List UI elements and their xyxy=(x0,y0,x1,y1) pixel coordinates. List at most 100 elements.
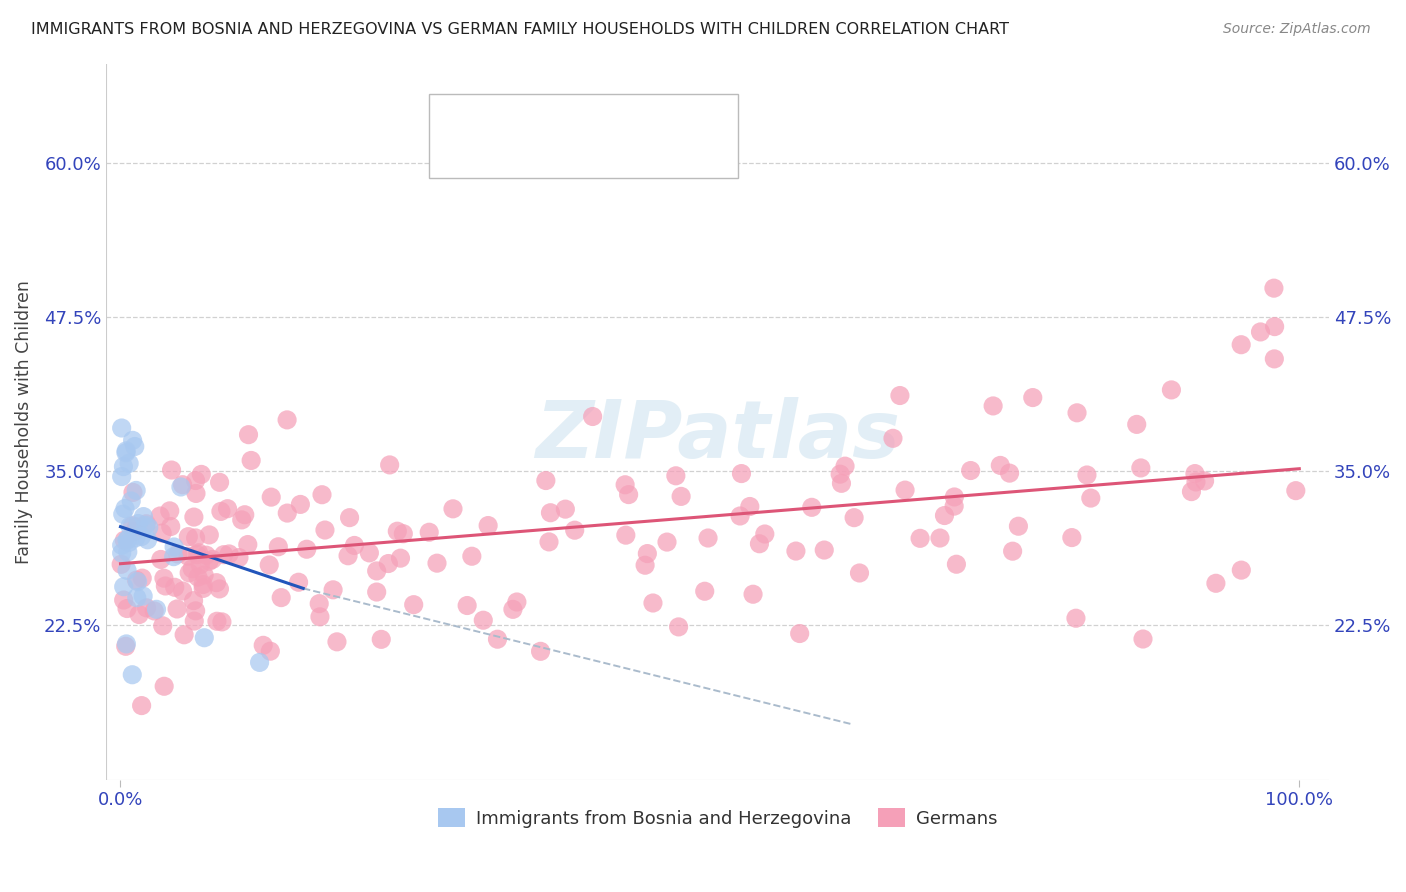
Point xyxy=(163,540,186,554)
Point xyxy=(184,486,207,500)
Point xyxy=(295,542,318,557)
Point xyxy=(188,558,211,572)
Point xyxy=(112,533,135,548)
Point xyxy=(908,532,931,546)
Text: IMMIGRANTS FROM BOSNIA AND HERZEGOVINA VS GERMAN FAMILY HOUSEHOLDS WITH CHILDREN: IMMIGRANTS FROM BOSNIA AND HERZEGOVINA V… xyxy=(31,22,1010,37)
Point xyxy=(389,551,412,566)
Point xyxy=(748,537,770,551)
Point xyxy=(1263,281,1285,295)
Point xyxy=(1263,351,1285,366)
Point xyxy=(697,531,720,545)
Point xyxy=(195,548,218,562)
Point xyxy=(614,477,637,491)
Point xyxy=(636,547,658,561)
Point xyxy=(183,510,205,524)
Point xyxy=(366,585,388,599)
Point xyxy=(1160,383,1182,397)
Point xyxy=(205,575,228,590)
Point xyxy=(945,558,967,572)
Point xyxy=(343,538,366,552)
Point xyxy=(882,431,904,445)
Point xyxy=(193,568,215,582)
Point xyxy=(114,501,136,516)
Point xyxy=(208,582,231,596)
Point xyxy=(276,506,298,520)
Point xyxy=(1205,576,1227,591)
Point xyxy=(172,584,194,599)
Point xyxy=(149,508,172,523)
Point xyxy=(131,698,153,713)
Point xyxy=(110,558,132,572)
Point xyxy=(131,529,153,543)
Point xyxy=(228,550,250,565)
Point xyxy=(198,554,221,568)
Point xyxy=(125,531,148,545)
Point xyxy=(1080,491,1102,505)
Point xyxy=(834,459,856,474)
Point xyxy=(135,518,157,533)
Point xyxy=(1230,337,1253,351)
Point xyxy=(1184,467,1206,481)
Point xyxy=(339,510,361,524)
Point xyxy=(125,483,148,498)
Point xyxy=(889,388,911,402)
Point xyxy=(145,602,167,616)
Point xyxy=(1007,519,1029,533)
Point xyxy=(276,413,298,427)
Point xyxy=(184,604,207,618)
Point xyxy=(238,427,260,442)
Point xyxy=(121,434,143,448)
Point xyxy=(149,552,172,566)
Point xyxy=(537,535,560,549)
Point xyxy=(118,456,141,470)
Point xyxy=(115,443,138,458)
Point xyxy=(190,467,212,482)
Point xyxy=(665,468,688,483)
Y-axis label: Family Households with Children: Family Households with Children xyxy=(15,280,32,564)
Legend: Immigrants from Bosnia and Herzegovina, Germans: Immigrants from Bosnia and Herzegovina, … xyxy=(430,801,1005,835)
Point xyxy=(131,571,153,585)
Point xyxy=(177,549,200,564)
Point xyxy=(115,563,138,577)
Point xyxy=(959,464,981,478)
Point xyxy=(309,609,332,624)
Point xyxy=(582,409,605,424)
Point xyxy=(166,602,188,616)
Point xyxy=(392,526,415,541)
Point xyxy=(1285,483,1308,498)
Point xyxy=(183,593,205,607)
Point xyxy=(830,476,852,491)
Point xyxy=(617,487,640,501)
Point xyxy=(127,516,149,531)
Point xyxy=(187,570,209,584)
Point xyxy=(191,577,214,591)
Point xyxy=(402,598,425,612)
Point xyxy=(1125,417,1147,432)
Point xyxy=(143,604,166,618)
Point xyxy=(998,466,1021,480)
Point xyxy=(754,527,776,541)
Point xyxy=(1066,406,1088,420)
Point xyxy=(929,531,952,545)
Point xyxy=(1060,531,1083,545)
Point xyxy=(118,519,141,533)
Point xyxy=(201,552,224,566)
Point xyxy=(314,523,336,537)
Point xyxy=(1180,484,1202,499)
Point xyxy=(163,549,186,564)
Point xyxy=(377,557,399,571)
Point xyxy=(138,520,160,534)
Point xyxy=(326,635,349,649)
Point xyxy=(135,516,157,531)
Point xyxy=(118,535,141,549)
Point xyxy=(506,595,529,609)
Point xyxy=(728,508,751,523)
Point xyxy=(127,574,149,589)
Point xyxy=(1250,325,1272,339)
Point xyxy=(472,613,495,627)
Point xyxy=(785,544,807,558)
Point xyxy=(181,562,204,576)
Point xyxy=(1064,611,1087,625)
Point xyxy=(187,546,209,560)
Point xyxy=(177,530,200,544)
